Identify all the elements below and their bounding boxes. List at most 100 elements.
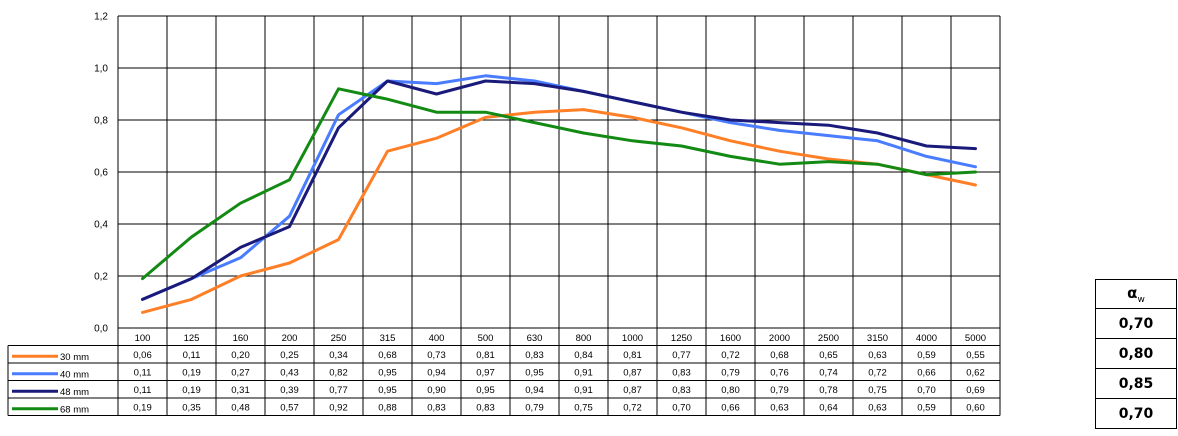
- x-tick-label: 500: [478, 333, 494, 344]
- y-tick-label: 0,8: [94, 116, 108, 127]
- data-label: 0,59: [917, 403, 936, 414]
- alpha-w-value: 0,80: [1095, 338, 1177, 369]
- data-label: 0,83: [427, 403, 446, 414]
- x-tick-label: 5000: [965, 333, 986, 344]
- data-label: 0,95: [378, 385, 397, 396]
- data-label: 0,27: [231, 368, 250, 379]
- legend-label: 48 mm: [60, 387, 89, 398]
- alpha-w-value: 0,85: [1095, 368, 1177, 399]
- data-label: 0,84: [574, 350, 593, 361]
- chart-grid: [117, 15, 1001, 416]
- x-tick-label: 2500: [818, 333, 839, 344]
- data-label: 0,97: [476, 368, 495, 379]
- data-label: 0,81: [476, 350, 495, 361]
- x-tick-label: 100: [135, 333, 151, 344]
- data-label: 0,90: [427, 385, 446, 396]
- x-tick-label: 4000: [916, 333, 937, 344]
- data-label: 0,83: [672, 368, 691, 379]
- data-label: 0,64: [819, 403, 838, 414]
- data-label: 0,79: [721, 368, 740, 379]
- data-label: 0,19: [182, 385, 201, 396]
- alpha-w-table: αw 0,70 0,80 0,85 0,70: [1095, 279, 1177, 429]
- x-tick-label: 125: [184, 333, 200, 344]
- data-label: 0,75: [574, 403, 593, 414]
- series-line: [141, 87, 977, 281]
- data-label: 0,20: [231, 350, 250, 361]
- series-line: [141, 79, 977, 301]
- alpha-w-header: αw: [1095, 279, 1177, 309]
- data-label: 0,11: [134, 385, 152, 396]
- x-tick-label: 1000: [622, 333, 643, 344]
- x-tick-label: 250: [331, 333, 347, 344]
- data-label: 0,63: [770, 403, 789, 414]
- data-label: 0,81: [623, 350, 642, 361]
- data-label: 0,63: [868, 403, 887, 414]
- data-label: 0,94: [427, 368, 446, 379]
- x-tick-label: 2000: [769, 333, 790, 344]
- data-label: 0,31: [231, 385, 250, 396]
- data-table: 100 125 160 200 250 315 400 500 630 800 1000 1250 16…: [7, 327, 1000, 416]
- data-label: 0,91: [574, 368, 593, 379]
- x-tick-label: 800: [576, 333, 592, 344]
- data-label: 0,55: [966, 350, 985, 361]
- alpha-w-value: 0,70: [1095, 398, 1177, 429]
- data-label: 0,74: [819, 368, 838, 379]
- data-label: 0,70: [917, 385, 936, 396]
- x-tick-label: 630: [527, 333, 543, 344]
- data-label: 0,72: [721, 350, 740, 361]
- data-label: 0,63: [868, 350, 887, 361]
- data-label: 0,06: [133, 350, 152, 361]
- data-label: 0,95: [476, 385, 495, 396]
- data-label: 0,91: [574, 385, 593, 396]
- data-label: 0,75: [868, 385, 887, 396]
- data-label: 0,34: [329, 350, 348, 361]
- data-label: 0,70: [672, 403, 691, 414]
- data-label: 0,69: [966, 385, 985, 396]
- legend-label: 40 mm: [60, 369, 89, 380]
- data-label: 0,94: [525, 385, 544, 396]
- data-label: 0,72: [868, 368, 887, 379]
- data-label: 0,68: [770, 350, 789, 361]
- y-tick-label: 0,6: [94, 168, 108, 179]
- data-label: 0,19: [182, 368, 201, 379]
- data-label: 0,66: [721, 403, 740, 414]
- data-label: 0,79: [770, 385, 789, 396]
- data-label: 0,82: [329, 368, 348, 379]
- data-label: 0,77: [329, 385, 348, 396]
- data-label: 0,77: [672, 350, 691, 361]
- data-label: 0,66: [917, 368, 936, 379]
- data-label: 0,83: [476, 403, 495, 414]
- data-label: 0,76: [770, 368, 789, 379]
- x-tick-label: 1600: [720, 333, 741, 344]
- x-tick-label: 315: [380, 333, 396, 344]
- data-label: 0,83: [525, 350, 544, 361]
- data-label: 0,87: [623, 368, 642, 379]
- y-tick-label: 0,2: [94, 272, 108, 283]
- data-label: 0,11: [134, 368, 152, 379]
- data-label: 0,59: [917, 350, 936, 361]
- data-label: 0,57: [280, 403, 299, 414]
- data-label: 0,62: [966, 368, 985, 379]
- data-label: 0,80: [721, 385, 740, 396]
- data-label: 0,48: [231, 403, 250, 414]
- x-tick-label: 3150: [867, 333, 888, 344]
- data-label: 0,39: [280, 385, 299, 396]
- data-label: 0,60: [966, 403, 985, 414]
- data-label: 0,83: [672, 385, 691, 396]
- data-label: 0,95: [525, 368, 544, 379]
- data-label: 0,25: [280, 350, 299, 361]
- data-label: 0,88: [378, 403, 397, 414]
- data-label: 0,19: [133, 403, 152, 414]
- data-label: 0,11: [183, 350, 201, 361]
- data-label: 0,43: [280, 368, 299, 379]
- y-axis-ticks: 0,0 0,2 0,4 0,6 0,8 1,0 1,2: [94, 12, 108, 335]
- data-label: 0,73: [427, 350, 446, 361]
- y-tick-label: 0,0: [94, 324, 108, 335]
- y-tick-label: 1,0: [94, 64, 108, 75]
- legend-label: 68 mm: [60, 404, 89, 415]
- data-label: 0,78: [819, 385, 838, 396]
- data-label: 0,95: [378, 368, 397, 379]
- y-tick-label: 1,2: [94, 12, 108, 23]
- data-label: 0,92: [329, 403, 348, 414]
- data-label: 0,87: [623, 385, 642, 396]
